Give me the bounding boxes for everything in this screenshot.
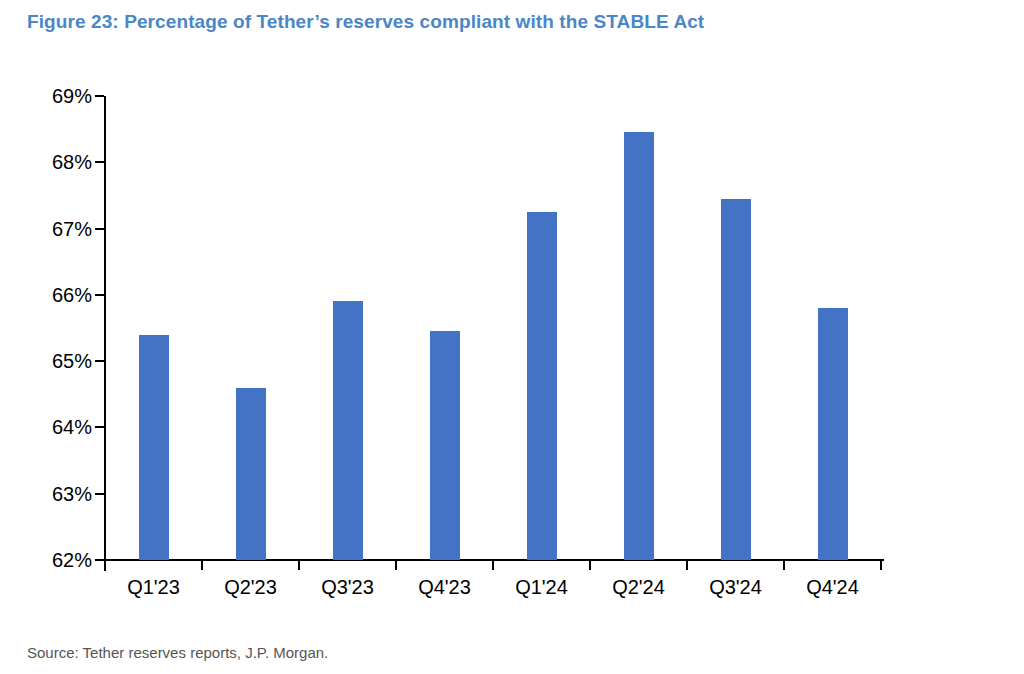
y-axis-tick-label: 65% [22,350,92,372]
x-axis-tick [201,559,203,570]
source-note: Source: Tether reserves reports, J.P. Mo… [27,644,328,661]
x-axis-tick-label: Q4'24 [784,576,881,598]
x-axis-tick [880,559,882,570]
x-axis-tick [395,559,397,570]
x-axis-tick-label: Q3'23 [299,576,396,598]
y-axis-tick-label: 62% [22,549,92,571]
x-axis-tick [783,559,785,570]
x-axis-tick-label: Q2'23 [202,576,299,598]
bar-q1-24 [527,212,557,560]
y-axis-tick [95,161,104,163]
x-axis-tick [589,559,591,570]
y-axis-line [104,96,106,571]
bar-q4-24 [818,308,848,560]
y-axis-tick [95,228,104,230]
x-axis-tick [492,559,494,570]
x-axis-tick [298,559,300,570]
x-axis-tick [686,559,688,570]
y-axis-tick [95,294,104,296]
y-axis-tick-label: 67% [22,218,92,240]
y-axis-tick-label: 68% [22,151,92,173]
y-axis-tick-label: 64% [22,416,92,438]
y-axis-tick [95,493,104,495]
bar-q3-23 [333,301,363,560]
y-axis-tick-label: 66% [22,284,92,306]
y-axis-tick-label: 63% [22,483,92,505]
x-axis-tick [104,559,106,570]
chart-title: Figure 23: Percentage of Tether’s reserv… [27,11,704,33]
bar-chart: Figure 23: Percentage of Tether’s reserv… [0,0,1024,674]
figure-page: Figure 23: Percentage of Tether’s reserv… [0,0,1024,674]
bar-q2-24 [624,132,654,560]
bar-q3-24 [721,199,751,560]
y-axis-tick [95,95,104,97]
y-axis-tick [95,426,104,428]
x-axis-tick-label: Q3'24 [687,576,784,598]
bar-q1-23 [139,335,169,560]
y-axis-tick [95,559,104,561]
y-axis-tick-label: 69% [22,85,92,107]
x-axis-tick-label: Q1'23 [105,576,202,598]
x-axis-tick-label: Q1'24 [493,576,590,598]
x-axis-tick-label: Q2'24 [590,576,687,598]
y-axis-tick [95,360,104,362]
x-axis-tick-label: Q4'23 [396,576,493,598]
bar-q2-23 [236,388,266,560]
bar-q4-23 [430,331,460,560]
x-axis-line [104,559,884,561]
